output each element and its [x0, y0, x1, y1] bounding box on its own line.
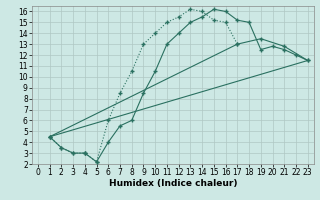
X-axis label: Humidex (Indice chaleur): Humidex (Indice chaleur)	[108, 179, 237, 188]
